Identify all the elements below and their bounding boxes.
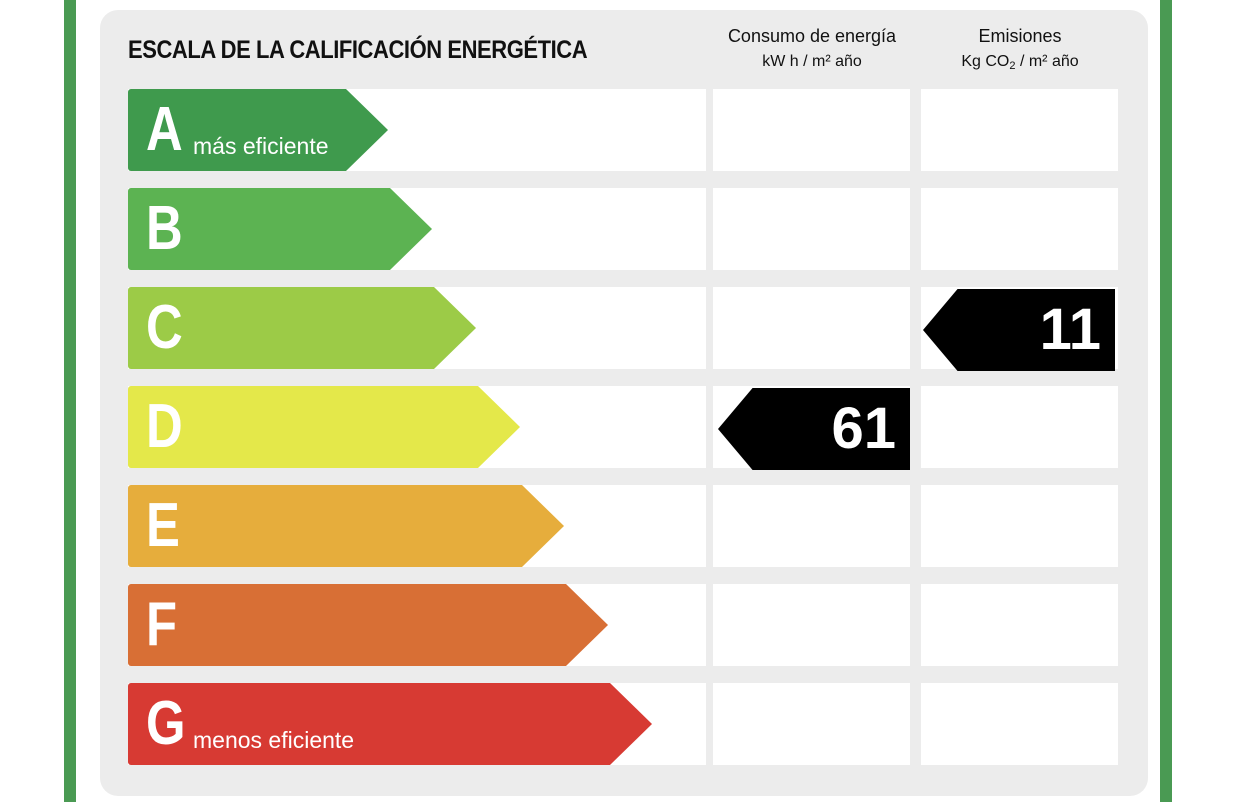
band-arrow-b: B: [128, 188, 432, 270]
band-letter: A: [146, 95, 183, 164]
rating-row-d: D 61: [0, 386, 1242, 470]
band-arrow-c: C: [128, 287, 476, 369]
emissions-cell: [921, 89, 1118, 171]
frame-left-border: [64, 0, 76, 802]
band-letter: F: [146, 590, 178, 659]
emissions-column-unit: Kg CO2 / m² año: [961, 53, 1079, 72]
energy-cell: [713, 287, 910, 369]
energy-cell: [713, 683, 910, 765]
rating-row-c: C 11: [0, 287, 1242, 371]
rating-row-e: E: [0, 485, 1242, 569]
band-letter: D: [146, 392, 183, 461]
energy-rating-marker-value: 61: [831, 396, 896, 461]
energy-column-unit: kW h / m² año: [762, 53, 862, 70]
band-letter: G: [146, 689, 186, 758]
band-letter: C: [146, 293, 183, 362]
emissions-cell: [921, 683, 1118, 765]
label-title: ESCALA DE LA CALIFICACIÓN ENERGÉTICA: [128, 36, 588, 64]
energy-cell: [713, 188, 910, 270]
band-arrow-e: E: [128, 485, 564, 567]
rating-row-f: F: [0, 584, 1242, 668]
rating-row-b: B: [0, 188, 1242, 272]
energy-cell: [713, 89, 910, 171]
band-note: menos eficiente: [193, 727, 355, 753]
energy-column-label: Consumo de energía: [727, 26, 897, 46]
band-note: más eficiente: [193, 133, 329, 159]
energy-column-header: Consumo de energía kW h / m² año: [712, 24, 912, 76]
emissions-cell: [921, 386, 1118, 468]
emissions-rating-marker-value: 11: [1039, 297, 1101, 362]
band-letter: E: [146, 491, 180, 560]
frame-right-border: [1160, 0, 1172, 802]
emissions-cell: [921, 584, 1118, 666]
emissions-column-header: Emisiones Kg CO2 / m² año: [920, 24, 1120, 80]
emissions-cell: [921, 485, 1118, 567]
emissions-cell: [921, 188, 1118, 270]
band-letter: B: [146, 194, 183, 263]
band-arrow-f: F: [128, 584, 608, 666]
emissions-column-label: Emisiones: [978, 26, 1062, 46]
band-arrow-d: D: [128, 386, 520, 468]
energy-cell: [713, 485, 910, 567]
energy-rating-marker: 61: [718, 388, 910, 470]
energy-cell: [713, 584, 910, 666]
emissions-rating-marker: 11: [923, 289, 1115, 371]
